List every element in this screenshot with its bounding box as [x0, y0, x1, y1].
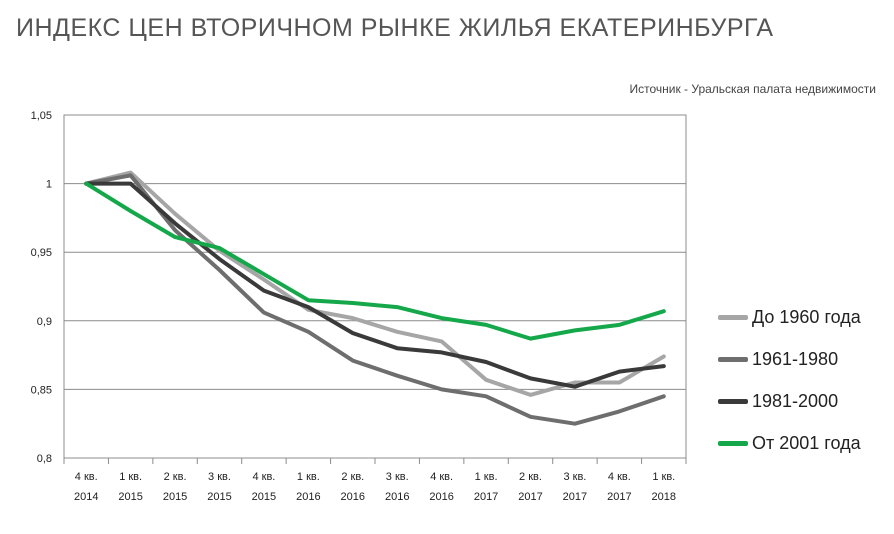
series-line-0: [84, 170, 666, 397]
x-tick-label: 2015: [163, 491, 187, 503]
x-tick-label: 3 кв.: [563, 471, 586, 483]
legend-item-series-3: От 2001 года: [718, 422, 861, 464]
x-tick-label: 4 кв.: [430, 471, 453, 483]
series-line-2: [84, 181, 666, 389]
x-tick-label: 3 кв.: [386, 471, 409, 483]
x-tick-label: 2 кв.: [341, 471, 364, 483]
y-tick-label: 0,8: [37, 453, 52, 465]
legend-label-2: 1981-2000: [752, 390, 839, 411]
legend-item-series-0: До 1960 года: [718, 296, 861, 338]
legend-item-series-1: 1961-1980: [718, 338, 861, 380]
y-tick-label: 1: [46, 179, 52, 191]
series-line-3: [84, 181, 666, 341]
y-tick-label: 0,85: [31, 384, 52, 396]
x-tick-label: 4 кв.: [252, 471, 275, 483]
x-tick-label: 1 кв.: [297, 471, 320, 483]
y-tick-label: 0,9: [37, 316, 52, 328]
x-tick-label: 2016: [385, 491, 409, 503]
legend-item-series-2: 1981-2000: [718, 380, 861, 422]
chart-source: Источник - Уральская палата недвижимости: [629, 82, 876, 96]
x-tick-label: 3 кв.: [208, 471, 231, 483]
legend-label-0: До 1960 года: [752, 306, 861, 327]
x-tick-label: 4 кв.: [608, 471, 631, 483]
x-tick-label: 2017: [563, 491, 587, 503]
x-tick-label: 2014: [74, 491, 98, 503]
legend-label-1: 1961-1980: [752, 348, 839, 369]
x-tick-label: 4 кв.: [75, 471, 98, 483]
x-tick-label: 2015: [118, 491, 142, 503]
x-tick-label: 2016: [429, 491, 453, 503]
x-tick-label: 2 кв.: [519, 471, 542, 483]
legend-swatch-2: [718, 398, 748, 404]
y-tick-label: 0,95: [31, 247, 52, 259]
y-tick-label: 1,05: [31, 110, 52, 122]
x-tick-label: 2 кв.: [164, 471, 187, 483]
x-tick-label: 2015: [252, 491, 276, 503]
legend-swatch-0: [718, 314, 748, 320]
x-tick-label: 2017: [518, 491, 542, 503]
x-tick-label: 1 кв.: [475, 471, 498, 483]
legend-swatch-3: [718, 440, 748, 446]
series-line-1: [84, 173, 666, 426]
chart-title: ИНДЕКС ЦЕН ВТОРИЧНОМ РЫНКЕ ЖИЛЬЯ ЕКАТЕРИ…: [16, 14, 774, 42]
legend-label-3: От 2001 года: [752, 432, 861, 453]
x-tick-label: 1 кв.: [119, 471, 142, 483]
x-tick-label: 2015: [207, 491, 231, 503]
x-tick-label: 2018: [652, 491, 676, 503]
plot-area-border: [63, 114, 687, 459]
x-tick-label: 2017: [474, 491, 498, 503]
x-tick-label: 2017: [607, 491, 631, 503]
chart-legend: До 1960 года 1961-1980 1981-2000 От 2001…: [718, 296, 861, 464]
legend-swatch-1: [718, 356, 748, 362]
x-tick-label: 2016: [341, 491, 365, 503]
x-tick-label: 2016: [296, 491, 320, 503]
x-tick-label: 1 кв.: [652, 471, 675, 483]
